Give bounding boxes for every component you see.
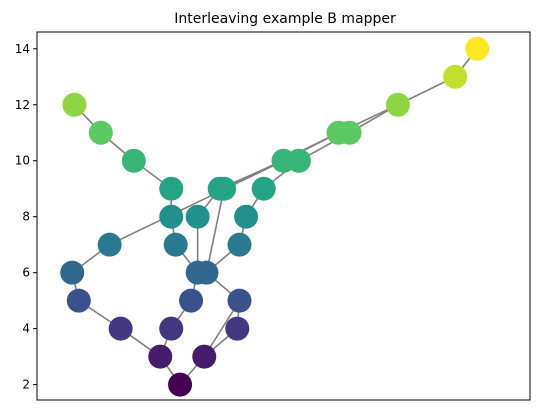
node-31 xyxy=(465,36,490,61)
edge-12-23 xyxy=(109,160,284,246)
y-tick-label-8: 8 xyxy=(22,210,30,224)
node-22 xyxy=(121,148,146,173)
node-12 xyxy=(97,232,122,257)
node-9 xyxy=(60,260,85,285)
nodes-layer xyxy=(60,36,490,397)
axes-layer: 2 4 6 8 10 12 14 xyxy=(15,31,531,401)
chart-title: Interleaving example B mapper xyxy=(174,11,396,27)
node-17 xyxy=(234,204,259,229)
node-6 xyxy=(66,288,91,313)
y-tick-label-12: 12 xyxy=(15,98,30,112)
node-7 xyxy=(179,288,204,313)
y-tick-label-14: 14 xyxy=(15,42,30,56)
node-25 xyxy=(88,120,113,145)
y-tick-label-4: 4 xyxy=(22,322,30,336)
node-28 xyxy=(62,92,87,117)
node-15 xyxy=(159,204,184,229)
node-11 xyxy=(194,260,219,285)
y-tick-label-6: 6 xyxy=(22,266,30,280)
node-27 xyxy=(337,120,362,145)
edge-11-20 xyxy=(205,188,225,273)
node-14 xyxy=(227,232,252,257)
node-8 xyxy=(227,288,252,313)
node-13 xyxy=(163,232,188,257)
node-18 xyxy=(159,176,184,201)
plot-frame xyxy=(36,31,531,401)
node-24 xyxy=(286,148,311,173)
node-5 xyxy=(225,316,250,341)
y-tick-label-2: 2 xyxy=(22,378,30,392)
node-4 xyxy=(159,316,184,341)
node-30 xyxy=(443,64,468,89)
node-16 xyxy=(185,204,210,229)
node-21 xyxy=(251,176,276,201)
edges-layer xyxy=(71,48,478,386)
y-tick-label-10: 10 xyxy=(15,154,30,168)
node-2 xyxy=(192,344,217,369)
node-1 xyxy=(148,344,173,369)
node-29 xyxy=(385,92,410,117)
node-20 xyxy=(212,176,237,201)
node-3 xyxy=(108,316,133,341)
node-0 xyxy=(168,372,193,397)
